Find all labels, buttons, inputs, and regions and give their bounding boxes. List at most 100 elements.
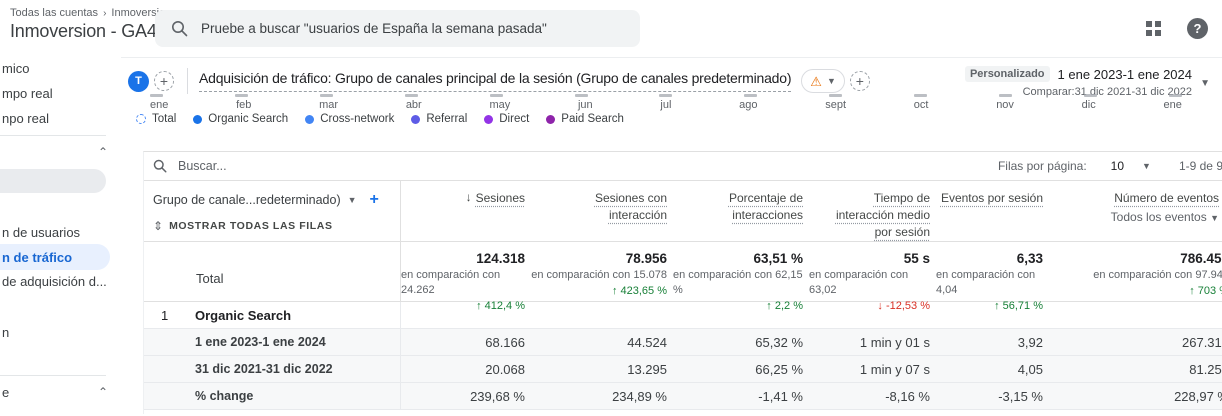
delta-arrow-icon: ↑ <box>611 285 618 297</box>
unfold-rows-icon: ⇕ <box>153 219 164 233</box>
total-engaged-sessions: 78.956 en comparación con 15.078 ↑ 423,6… <box>531 251 667 297</box>
chevron-down-icon[interactable]: ▼ <box>347 195 357 205</box>
sort-desc-icon: ↓ <box>465 190 472 204</box>
sidebar-item-traffic-acquisition-pill[interactable] <box>0 244 110 270</box>
rows-per-page-value[interactable]: 10 <box>1110 159 1125 173</box>
sidebar-item-realtime-2[interactable]: npo real <box>2 111 49 126</box>
search-icon <box>153 159 167 173</box>
sidebar-divider <box>0 375 106 376</box>
global-search-input[interactable]: Pruebe a buscar "usuarios de España la s… <box>155 10 640 47</box>
legend-dot <box>484 114 494 124</box>
dimension-header-cell: Grupo de canale...redeterminado) ▼ + ⇕ M… <box>144 181 401 241</box>
table-row-partial <box>144 410 1222 416</box>
data-quality-button[interactable]: ⚠ ▼ <box>801 69 845 93</box>
column-header-engaged-sessions[interactable]: Sesiones con interacción <box>594 191 667 222</box>
table-row-percent-change[interactable]: % change 239,68 % 234,89 % -1,41 % -8,16… <box>144 383 1222 410</box>
sidebar-divider <box>0 135 106 136</box>
search-icon <box>171 20 188 37</box>
add-dimension-button[interactable]: + <box>369 191 379 208</box>
report-header: T + Adquisición de tráfico: Grupo de can… <box>128 64 1212 98</box>
column-header-event-count[interactable]: Número de eventos Todos los eventos ▼ <box>1110 191 1219 224</box>
column-header-engagement-rate[interactable]: Porcentaje de interacciones <box>728 191 803 222</box>
sidebar-section-collapse-icon[interactable]: ⌃ <box>98 385 109 399</box>
column-header-sessions[interactable]: ↓ Sesiones <box>465 190 525 205</box>
report-tab-badge[interactable]: T <box>128 70 149 92</box>
table-total-row: Total 124.318 en comparación con 24.262 … <box>144 242 1222 314</box>
table-row-compare-period[interactable]: 31 dic 2021-31 dic 2022 20.068 13.295 66… <box>144 356 1222 383</box>
sidebar-section-collapse-icon[interactable]: ⌃ <box>98 145 109 159</box>
date-mode-badge: Personalizado <box>964 66 1050 82</box>
sidebar-item-truncated-1[interactable]: mico <box>2 61 30 76</box>
delta-arrow-icon: ↑ <box>766 300 772 312</box>
table-search-row: Buscar... Filas por página: 10 ▼ 1-9 de … <box>144 152 1222 181</box>
rows-per-page-label: Filas por página: <box>997 159 1087 173</box>
table-search-input[interactable]: Buscar... <box>178 159 227 173</box>
chevron-down-icon: ▼ <box>826 75 836 86</box>
sidebar-item-truncated-3[interactable]: e <box>2 385 10 400</box>
period-label: % change <box>186 383 401 409</box>
add-report-button[interactable]: + <box>849 71 870 91</box>
legend-item-organic-search[interactable]: Organic Search <box>193 113 288 125</box>
pagination-range: 1-9 de 9 <box>1178 159 1222 173</box>
table-row-group-organic-search[interactable]: 1 Organic Search <box>144 302 1222 329</box>
table-row-current-period[interactable]: 1 ene 2023-1 ene 2024 68.166 44.524 65,3… <box>144 329 1222 356</box>
sidebar-item-traffic-acquisition[interactable]: n de tráfico <box>2 250 73 265</box>
sidebar-item-realtime-1[interactable]: mpo real <box>2 86 53 101</box>
legend-dot <box>411 114 421 124</box>
pagination: Filas por página: 10 ▼ 1-9 de 9 <box>998 152 1222 180</box>
sidebar-item-truncated-2[interactable]: n <box>2 325 10 340</box>
legend-item-referral[interactable]: Referral <box>411 113 467 125</box>
delta-arrow-icon: ↓ <box>877 300 883 312</box>
total-label: Total <box>144 242 401 314</box>
total-event-count: 786.457 en comparación con 97.940 ↑ 703 … <box>1093 251 1222 297</box>
row-channel-name: Organic Search <box>186 302 401 328</box>
account-title: Inmoversion - GA4 <box>10 21 157 41</box>
legend-item-direct[interactable]: Direct <box>484 113 529 125</box>
chevron-down-icon[interactable]: ▼ <box>1200 78 1210 89</box>
dimension-selector[interactable]: Grupo de canale...redeterminado) <box>153 193 341 207</box>
axis-tick-fragments <box>150 94 1182 97</box>
sidebar-item-acquisition-groups[interactable]: de adquisición d... <box>2 274 107 289</box>
divider <box>187 68 188 94</box>
legend-dot <box>305 114 315 124</box>
global-search-placeholder: Pruebe a buscar "usuarios de España la s… <box>201 21 547 36</box>
chevron-down-icon[interactable]: ▼ <box>1142 161 1151 171</box>
account-switcher[interactable]: Inmoversion - GA4 ▼ <box>10 21 172 42</box>
legend-item-paid-search[interactable]: Paid Search <box>546 113 624 125</box>
show-all-rows-button[interactable]: ⇕ MOSTRAR TODAS LAS FILAS <box>153 219 333 233</box>
date-compare: Comparar:31 dic 2021-31 dic 2022 <box>1022 86 1192 98</box>
period-label: 31 dic 2021-31 dic 2022 <box>186 356 401 382</box>
chevron-right-icon: › <box>103 7 107 19</box>
legend-item-cross-network[interactable]: Cross-network <box>305 113 394 125</box>
sidebar: mico mpo real npo real ⌃ n de usuarios n… <box>0 57 121 414</box>
delta-arrow-icon: ↑ <box>994 300 1000 312</box>
event-filter-dropdown[interactable]: Todos los eventos ▼ <box>1110 210 1219 224</box>
warning-icon: ⚠ <box>810 73 822 89</box>
date-range-picker[interactable]: Personalizado 1 ene 2023-1 ene 2024 Comp… <box>964 66 1192 98</box>
add-tab-button[interactable]: + <box>154 71 174 91</box>
report-table: Buscar... Filas por página: 10 ▼ 1-9 de … <box>143 151 1222 416</box>
apps-grid-icon[interactable] <box>1146 21 1161 36</box>
legend-dot <box>546 114 556 124</box>
table-header-row: Grupo de canale...redeterminado) ▼ + ⇕ M… <box>144 181 1222 242</box>
total-sessions: 124.318 en comparación con 24.262 ↑ 412,… <box>401 251 525 312</box>
breadcrumb-account[interactable]: Todas las cuentas <box>10 7 99 19</box>
sidebar-item-selected-snapshot[interactable] <box>0 169 106 193</box>
column-header-events-per-session[interactable]: Eventos por sesión <box>940 191 1043 205</box>
help-icon[interactable]: ? <box>1187 18 1208 39</box>
legend-item-total[interactable]: Total <box>136 113 176 125</box>
column-header-avg-engagement-time[interactable]: Tiempo de interacción medio por sesión <box>835 191 930 239</box>
total-avg-engagement-time: 55 s en comparación con 63,02 ↓ -12,53 % <box>809 251 930 312</box>
total-engagement-rate: 63,51 % en comparación con 62,15 % ↑ 2,2… <box>673 251 803 312</box>
sidebar-item-user-acquisition[interactable]: n de usuarios <box>2 225 81 240</box>
date-range: 1 ene 2023-1 ene 2024 <box>1057 66 1192 82</box>
app-header: Todas las cuentas › Inmoversion Inmovers… <box>0 0 1222 58</box>
legend-dot-dashed <box>136 114 146 124</box>
period-label: 1 ene 2023-1 ene 2024 <box>186 329 401 355</box>
report-title[interactable]: Adquisición de tráfico: Grupo de canales… <box>199 70 791 92</box>
legend-dot <box>193 114 203 124</box>
delta-arrow-icon: ↑ <box>1189 285 1195 297</box>
chevron-down-icon: ▼ <box>1210 213 1219 223</box>
chart-x-axis: ene feb mar abr may jun jul ago sept oct nov d… <box>150 99 1182 111</box>
breadcrumb: Todas las cuentas › Inmoversion <box>10 7 171 19</box>
